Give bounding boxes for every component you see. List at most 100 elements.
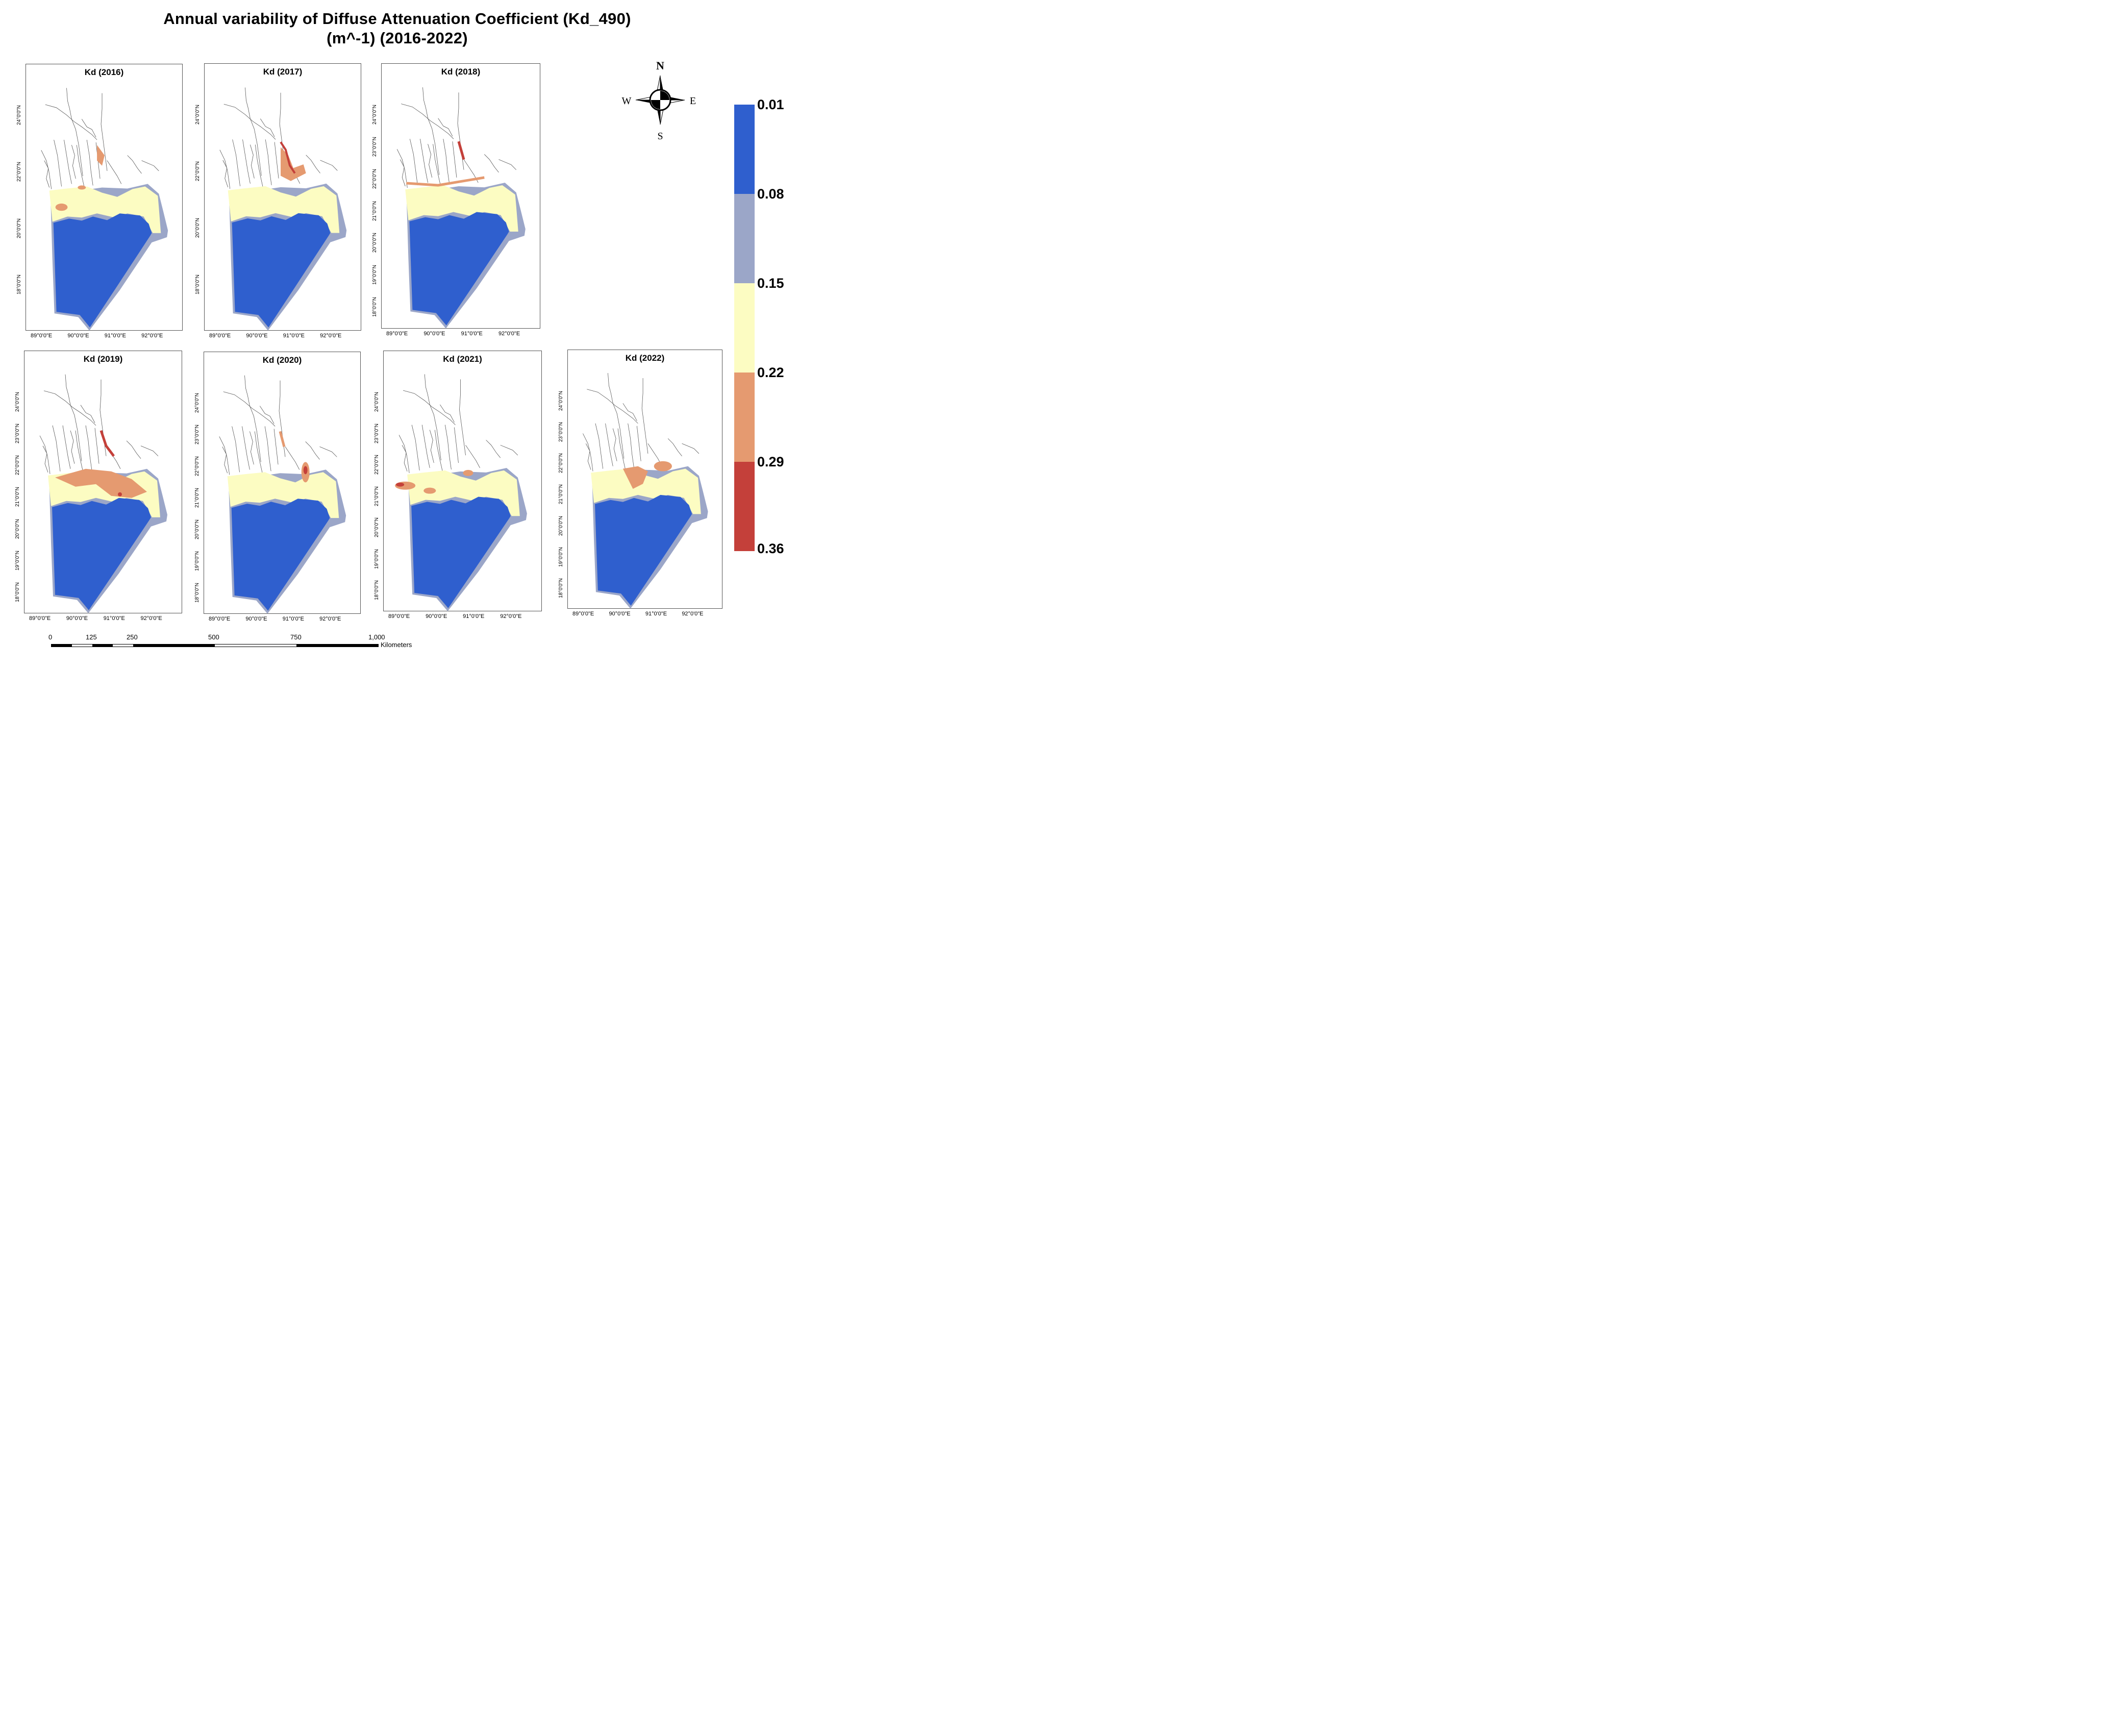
latitude-label: 18°0'0"N — [558, 578, 564, 598]
map-canvas — [395, 374, 527, 611]
latitude-label: 18°0'0"N — [16, 275, 22, 295]
latitude-label: 24°0'0"N — [194, 393, 200, 413]
panel-title: Kd (2021) — [443, 354, 482, 364]
latitude-label: 19°0'0"N — [558, 547, 564, 567]
legend-label-1: 0.01 — [757, 97, 784, 112]
latitude-label: 24°0'0"N — [374, 392, 380, 412]
latitude-label: 20°0'0"N — [558, 515, 564, 536]
latitude-label: 19°0'0"N — [372, 265, 378, 285]
map-canvas — [41, 88, 168, 331]
latitude-label: 23°0'0"N — [15, 424, 20, 444]
latitude-label: 18°0'0"N — [372, 297, 378, 317]
legend-swatch-4 — [734, 373, 755, 462]
map-canvas — [219, 375, 346, 614]
latitude-label: 24°0'0"N — [15, 392, 20, 412]
latitude-label: 20°0'0"N — [374, 517, 380, 538]
scale-label-500: 500 — [208, 633, 219, 641]
longitude-label: 91°0'0"E — [283, 333, 305, 339]
legend-swatch-5 — [734, 462, 755, 551]
legend-swatch-3 — [734, 283, 755, 373]
latitude-label: 22°0'0"N — [15, 455, 20, 476]
latitude-label: 20°0'0"N — [194, 519, 200, 539]
map-title: Annual variability of Diffuse Attenuatio… — [0, 9, 794, 48]
latitude-label: 22°0'0"N — [194, 456, 200, 476]
panel-title: Kd (2019) — [83, 354, 123, 364]
latitude-label: 23°0'0"N — [558, 422, 564, 442]
longitude-label: 90°0'0"E — [246, 333, 268, 339]
longitude-label: 92°0'0"E — [320, 333, 342, 339]
map-panel: Kd (2017) — [204, 63, 361, 331]
longitude-label: 92°0'0"E — [141, 333, 163, 339]
latitude-label: 20°0'0"N — [195, 218, 201, 238]
longitude-label: 89°0'0"E — [209, 333, 231, 339]
longitude-label: 90°0'0"E — [66, 615, 88, 622]
latitude-label: 20°0'0"N — [372, 233, 378, 253]
legend-label-5: 0.29 — [757, 454, 784, 469]
longitude-label: 92°0'0"E — [319, 616, 341, 622]
legend-label-2: 0.08 — [757, 186, 784, 202]
longitude-label: 89°0'0"E — [388, 613, 410, 619]
latitude-label: 19°0'0"N — [374, 549, 380, 569]
latitude-label: 19°0'0"N — [194, 551, 200, 571]
longitude-label: 91°0'0"E — [463, 613, 485, 619]
map-panel: Kd (2021) — [383, 351, 542, 611]
longitude-label: 89°0'0"E — [29, 615, 51, 622]
latitude-label: 18°0'0"N — [15, 582, 20, 602]
latitude-label: 21°0'0"N — [15, 487, 20, 507]
latitude-label: 20°0'0"N — [16, 218, 22, 238]
longitude-label: 90°0'0"E — [426, 613, 447, 619]
title-line-1: Annual variability of Diffuse Attenuatio… — [163, 10, 631, 28]
latitude-label: 18°0'0"N — [195, 275, 201, 294]
longitude-label: 92°0'0"E — [500, 613, 522, 619]
scale-label-250: 250 — [127, 633, 138, 641]
map-canvas — [39, 374, 167, 613]
scale-label-0: 0 — [48, 633, 53, 641]
north-arrow-compass: N S E W — [618, 59, 700, 142]
scale-label-1000: 1,000 — [368, 633, 385, 641]
longitude-label: 90°0'0"E — [609, 611, 631, 617]
map-canvas — [219, 87, 347, 331]
compass-w: W — [622, 95, 632, 107]
map-panel: Kd (2019) — [24, 351, 182, 613]
map-canvas — [583, 373, 708, 609]
longitude-label: 91°0'0"E — [645, 611, 667, 617]
title-line-2: (m^-1) (2016-2022) — [327, 29, 468, 47]
compass-e: E — [690, 95, 696, 107]
panel-title: Kd (2016) — [84, 67, 124, 77]
longitude-label: 91°0'0"E — [461, 331, 483, 337]
scale-label-750: 750 — [290, 633, 302, 641]
latitude-label: 23°0'0"N — [374, 423, 380, 443]
longitude-label: 89°0'0"E — [209, 616, 231, 622]
latitude-label: 21°0'0"N — [374, 486, 380, 506]
longitude-label: 92°0'0"E — [682, 611, 704, 617]
legend-swatch-1 — [734, 105, 755, 194]
latitude-label: 21°0'0"N — [194, 488, 200, 508]
longitude-label: 89°0'0"E — [572, 611, 594, 617]
latitude-label: 23°0'0"N — [372, 136, 378, 157]
latitude-label: 24°0'0"N — [372, 105, 378, 125]
latitude-label: 24°0'0"N — [558, 391, 564, 411]
latitude-label: 24°0'0"N — [16, 105, 22, 125]
map-panel: Kd (2022) — [567, 350, 722, 609]
latitude-label: 21°0'0"N — [372, 201, 378, 221]
panel-title: Kd (2017) — [263, 67, 303, 77]
longitude-label: 92°0'0"E — [498, 331, 520, 337]
latitude-label: 22°0'0"N — [195, 161, 201, 181]
map-panel: Kd (2018) — [381, 63, 540, 329]
legend-label-4: 0.22 — [757, 365, 784, 380]
longitude-label: 89°0'0"E — [31, 333, 53, 339]
latitude-label: 22°0'0"N — [16, 161, 22, 182]
longitude-label: 91°0'0"E — [104, 333, 126, 339]
latitude-label: 18°0'0"N — [194, 583, 200, 603]
latitude-label: 22°0'0"N — [558, 453, 564, 474]
panel-title: Kd (2022) — [625, 353, 665, 363]
latitude-label: 20°0'0"N — [15, 518, 20, 539]
scale-unit: Kilometers — [381, 641, 412, 649]
legend-color-bar — [734, 105, 755, 551]
longitude-label: 91°0'0"E — [282, 616, 304, 622]
scale-label-125: 125 — [86, 633, 97, 641]
longitude-label: 92°0'0"E — [140, 615, 162, 622]
map-panel: Kd (2016) — [26, 64, 183, 331]
legend-label-3: 0.15 — [757, 276, 784, 291]
longitude-label: 90°0'0"E — [67, 333, 89, 339]
